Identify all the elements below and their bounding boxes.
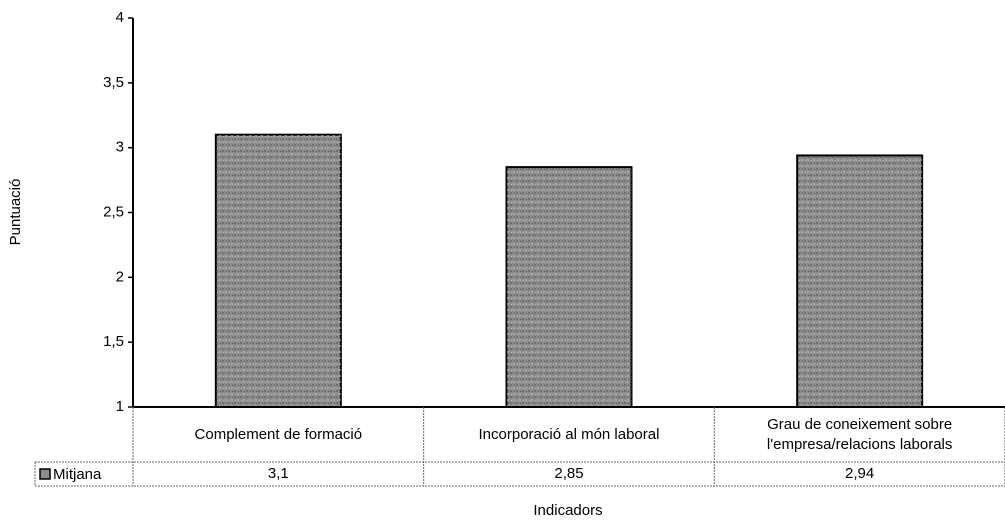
y-tick-label: 3 bbox=[116, 139, 124, 156]
y-tick-label: 1,5 bbox=[103, 333, 124, 350]
table-value: 2,94 bbox=[845, 465, 875, 482]
y-axis-label: Puntuació bbox=[7, 179, 24, 246]
y-tick-label: 1 bbox=[116, 398, 124, 415]
y-tick-label: 4 bbox=[116, 9, 124, 26]
x-tick-label: Grau de coneixement sobre l'empresa/rela… bbox=[766, 415, 953, 453]
bar-texture bbox=[797, 155, 923, 407]
y-tick-label: 3,5 bbox=[103, 74, 124, 91]
x-axis-label: Indicadors bbox=[533, 502, 602, 519]
x-tick-label: Complement de formació bbox=[194, 425, 363, 443]
table-value: 2,85 bbox=[554, 465, 584, 482]
bar-texture bbox=[215, 134, 341, 407]
y-tick-label: 2,5 bbox=[103, 203, 124, 220]
x-tick-label: Incorporació al món laboral bbox=[478, 425, 660, 443]
table-value: 3,1 bbox=[267, 465, 289, 482]
legend-label: Mitjana bbox=[53, 466, 102, 483]
y-tick-label: 2 bbox=[116, 268, 124, 285]
legend-swatch bbox=[39, 468, 51, 480]
bar-texture bbox=[506, 167, 632, 407]
